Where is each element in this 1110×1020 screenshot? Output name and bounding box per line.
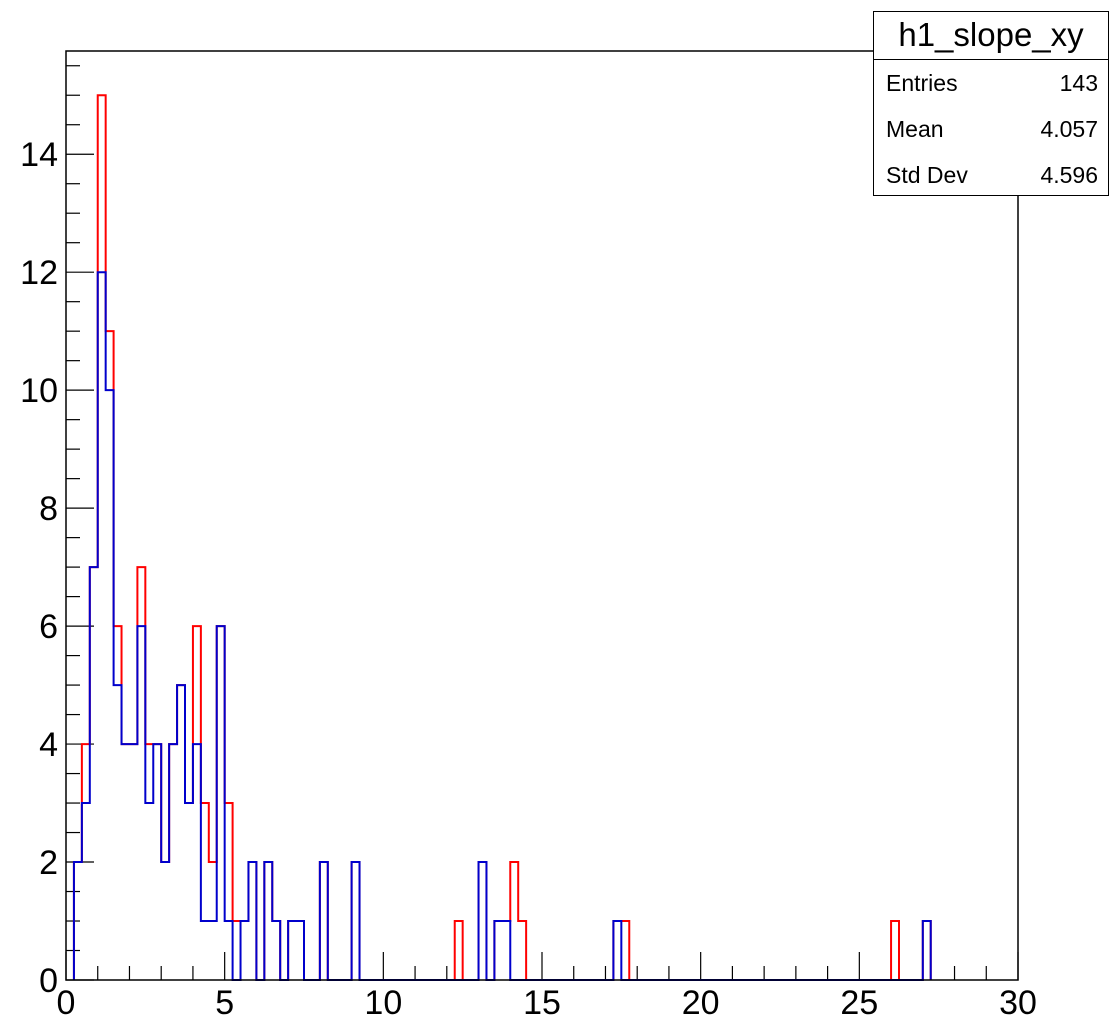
tick-labels: 0 5 10 15 20 25 30 0 2 4 6 8 10 12 14 xyxy=(20,136,1037,1020)
x-tick-label: 15 xyxy=(523,984,561,1020)
histogram-series xyxy=(72,94,932,981)
stats-row-stddev: Std Dev 4.596 xyxy=(874,152,1108,198)
x-tick-label: 0 xyxy=(57,984,76,1020)
histogram-series-1 xyxy=(72,271,932,981)
stats-stddev-label: Std Dev xyxy=(886,161,968,188)
x-tick-label: 5 xyxy=(215,984,234,1020)
stats-box: h1_slope_xy Entries 143 Mean 4.057 Std D… xyxy=(873,11,1109,196)
y-tick-label: 10 xyxy=(20,372,58,410)
plot-frame xyxy=(65,50,1019,981)
x-tick-label: 25 xyxy=(840,984,878,1020)
x-tick-label: 30 xyxy=(999,984,1037,1020)
histogram-series-0 xyxy=(72,94,932,981)
stats-row-mean: Mean 4.057 xyxy=(874,106,1108,152)
x-tick-label: 10 xyxy=(364,984,402,1020)
stats-stddev-value: 4.596 xyxy=(1040,161,1098,188)
y-tick-label: 12 xyxy=(20,254,58,292)
y-tick-label: 14 xyxy=(20,136,58,174)
y-tick-label: 2 xyxy=(39,844,58,882)
stats-mean-label: Mean xyxy=(886,115,944,142)
stats-entries-label: Entries xyxy=(886,69,958,96)
x-tick-label: 20 xyxy=(682,984,720,1020)
stats-entries-value: 143 xyxy=(1059,69,1098,96)
stats-row-entries: Entries 143 xyxy=(874,60,1108,106)
stats-mean-value: 4.057 xyxy=(1040,115,1098,142)
y-tick-label: 6 xyxy=(39,608,58,646)
y-tick-label: 4 xyxy=(39,726,58,764)
y-tick-label: 0 xyxy=(39,962,58,1000)
stats-title: h1_slope_xy xyxy=(874,12,1108,60)
y-tick-label: 8 xyxy=(39,490,58,528)
